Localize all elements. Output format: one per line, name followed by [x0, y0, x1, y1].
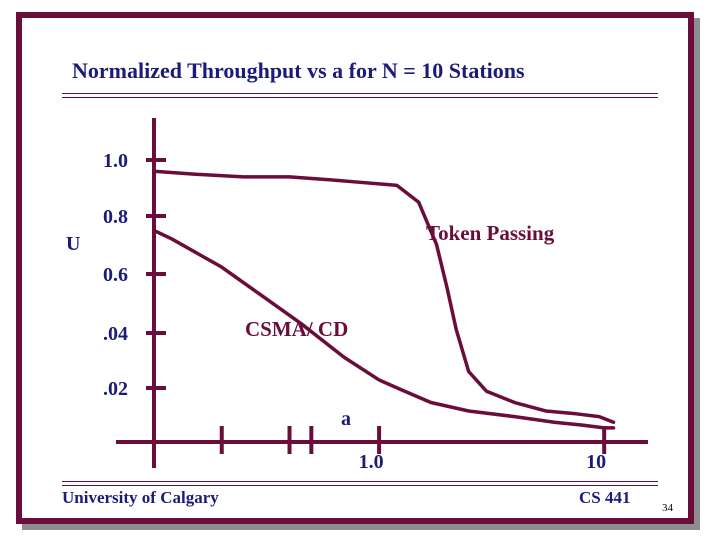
page-number: 34: [662, 502, 673, 514]
footer-course: CS 441: [579, 488, 631, 507]
y-tick-label: .02: [103, 378, 128, 400]
y-tick-label: 0.6: [103, 264, 128, 286]
slide-title: Normalized Throughput vs a for N = 10 St…: [72, 58, 525, 83]
footer-rule-second: [62, 485, 658, 486]
y-tick-label: 1.0: [103, 150, 128, 172]
x-tick-label: 10: [586, 451, 606, 473]
title-rule-second: [62, 97, 658, 98]
x-tick-label: 1.0: [359, 451, 384, 473]
legend-token-passing: Token Passing: [426, 221, 555, 245]
legend-csma-cd: CSMA/ CD: [245, 317, 348, 341]
y-axis-label: U: [66, 233, 80, 255]
footer-institution: University of Calgary: [62, 488, 219, 507]
footer-rule: [62, 481, 658, 482]
token-passing-curve: [152, 169, 616, 425]
csma-cd-curve: [152, 228, 616, 430]
y-tick-label: 0.8: [103, 206, 128, 228]
y-tick-label: .04: [103, 323, 128, 345]
title-rule: [62, 93, 658, 94]
x-axis-label: a: [341, 408, 351, 430]
